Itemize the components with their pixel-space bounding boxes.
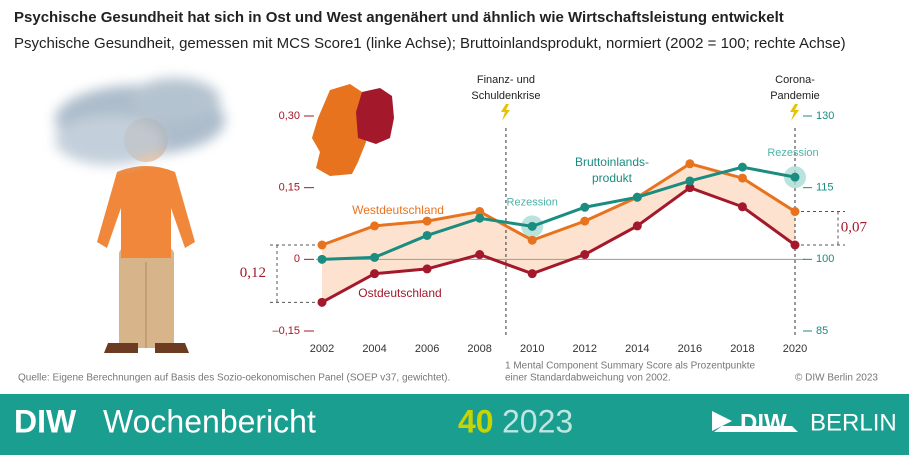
- event-label: Corona-: [775, 74, 815, 86]
- x-tick-label: 2012: [573, 343, 597, 355]
- footnote: 1 Mental Component Summary Score als Pro…: [505, 361, 756, 372]
- logo-city: BERLIN: [810, 409, 897, 436]
- footer-issue: 40: [458, 403, 494, 439]
- x-tick-label: 2020: [783, 343, 807, 355]
- data-point: [580, 216, 590, 226]
- x-tick-label: 2016: [678, 343, 702, 355]
- germany-map: [312, 84, 394, 176]
- data-point: [632, 221, 642, 231]
- logo-brand: DIW: [740, 409, 787, 436]
- event-label: Pandemie: [770, 90, 820, 102]
- x-tick-label: 2002: [310, 343, 334, 355]
- copyright: © DIW Berlin 2023: [795, 373, 878, 384]
- data-point: [422, 264, 432, 274]
- subtitle: Psychische Gesundheit, gemessen mit MCS …: [14, 35, 846, 52]
- data-point: [370, 221, 380, 231]
- data-point: [737, 202, 747, 212]
- gap-band: [322, 163, 795, 303]
- footnote: einer Standardabweichung von 2002.: [505, 373, 671, 384]
- source: Quelle: Eigene Berechnungen auf Basis de…: [18, 373, 450, 384]
- data-point: [527, 269, 537, 279]
- recession-label: Rezession: [507, 196, 558, 208]
- lightning-icon: [790, 104, 799, 121]
- y-tick-label: 0,30: [279, 110, 300, 122]
- x-tick-label: 2014: [625, 343, 649, 355]
- data-point: [475, 207, 485, 217]
- series-label: produkt: [592, 171, 633, 185]
- gap-label: 0,07: [841, 220, 868, 236]
- lightning-icon: [500, 104, 510, 121]
- series-label: Ostdeutschland: [358, 286, 441, 300]
- title: Psychische Gesundheit hat sich in Ost un…: [14, 9, 784, 26]
- data-point: [370, 269, 380, 279]
- x-tick-label: 2018: [730, 343, 754, 355]
- data-point: [737, 162, 747, 172]
- recession-label: Rezession: [767, 147, 818, 159]
- event-label: Finanz- und: [477, 74, 535, 86]
- data-point: [317, 254, 327, 264]
- x-tick-label: 2004: [362, 343, 386, 355]
- data-point: [685, 176, 695, 186]
- data-point: [527, 221, 537, 231]
- footer-bar: [0, 394, 909, 455]
- y-tick-label: 0,15: [279, 182, 300, 194]
- person-illustration: [55, 78, 225, 353]
- y2-tick-label: 130: [816, 110, 834, 122]
- data-point: [422, 230, 432, 240]
- data-point: [475, 213, 485, 223]
- data-point: [790, 207, 800, 217]
- chart: –0,15 0 0,15 0,30 85 100 115 130 2002 2004 2006 200…: [240, 74, 868, 355]
- data-point: [317, 297, 327, 307]
- data-point: [790, 172, 800, 182]
- x-tick-label: 2006: [415, 343, 439, 355]
- series-label: Bruttoinlands-: [575, 155, 649, 169]
- y2-tick-label: 115: [816, 182, 834, 194]
- event-label: Schuldenkrise: [471, 90, 540, 102]
- series-label: Westdeutschland: [352, 203, 444, 217]
- data-point: [422, 216, 432, 226]
- logo: DIW BERLIN: [712, 409, 897, 436]
- data-point: [632, 192, 642, 202]
- gap-label: 0,12: [240, 265, 266, 281]
- data-point: [317, 240, 327, 250]
- data-point: [685, 183, 695, 193]
- y-tick-label: –0,15: [272, 325, 300, 337]
- y-tick-label: 0: [294, 253, 300, 265]
- data-point: [685, 159, 695, 169]
- x-tick-label: 2008: [467, 343, 491, 355]
- footer-publication: Wochenbericht: [103, 403, 316, 439]
- y2-tick-label: 100: [816, 253, 834, 265]
- footer-year: 2023: [502, 403, 573, 439]
- data-point: [580, 202, 590, 212]
- data-point: [580, 250, 590, 260]
- x-tick-label: 2010: [520, 343, 544, 355]
- series-line: [321, 185, 796, 304]
- y2-tick-label: 85: [816, 325, 828, 337]
- data-point: [737, 173, 747, 183]
- data-point: [370, 252, 380, 262]
- series-line: [321, 162, 796, 247]
- data-point: [527, 235, 537, 245]
- footer-brand: DIW: [14, 403, 77, 439]
- data-point: [790, 240, 800, 250]
- data-point: [475, 250, 485, 260]
- series-line: [321, 165, 796, 261]
